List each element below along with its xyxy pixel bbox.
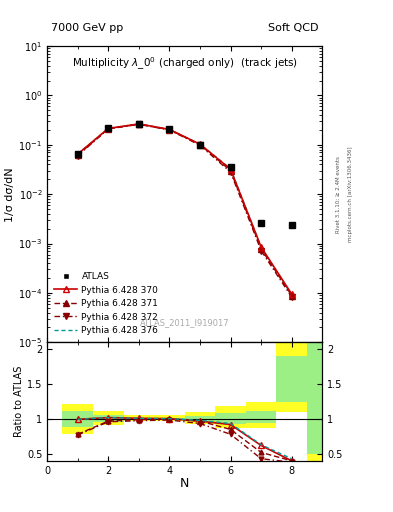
- Text: mcplots.cern.ch [arXiv:1306.3436]: mcplots.cern.ch [arXiv:1306.3436]: [348, 146, 353, 242]
- Text: Multiplicity $\lambda\_0^0$ (charged only)  (track jets): Multiplicity $\lambda\_0^0$ (charged onl…: [72, 55, 298, 72]
- Y-axis label: Ratio to ATLAS: Ratio to ATLAS: [14, 366, 24, 437]
- Text: Rivet 3.1.10; ≥ 2.4M events: Rivet 3.1.10; ≥ 2.4M events: [336, 156, 341, 232]
- Text: ATLAS_2011_I919017: ATLAS_2011_I919017: [140, 318, 230, 328]
- Text: 7000 GeV pp: 7000 GeV pp: [51, 23, 123, 33]
- Legend: ATLAS, Pythia 6.428 370, Pythia 6.428 371, Pythia 6.428 372, Pythia 6.428 376: ATLAS, Pythia 6.428 370, Pythia 6.428 37…: [51, 269, 161, 338]
- Y-axis label: 1/σ dσ/dN: 1/σ dσ/dN: [6, 167, 15, 222]
- X-axis label: N: N: [180, 477, 189, 490]
- Text: Soft QCD: Soft QCD: [268, 23, 318, 33]
